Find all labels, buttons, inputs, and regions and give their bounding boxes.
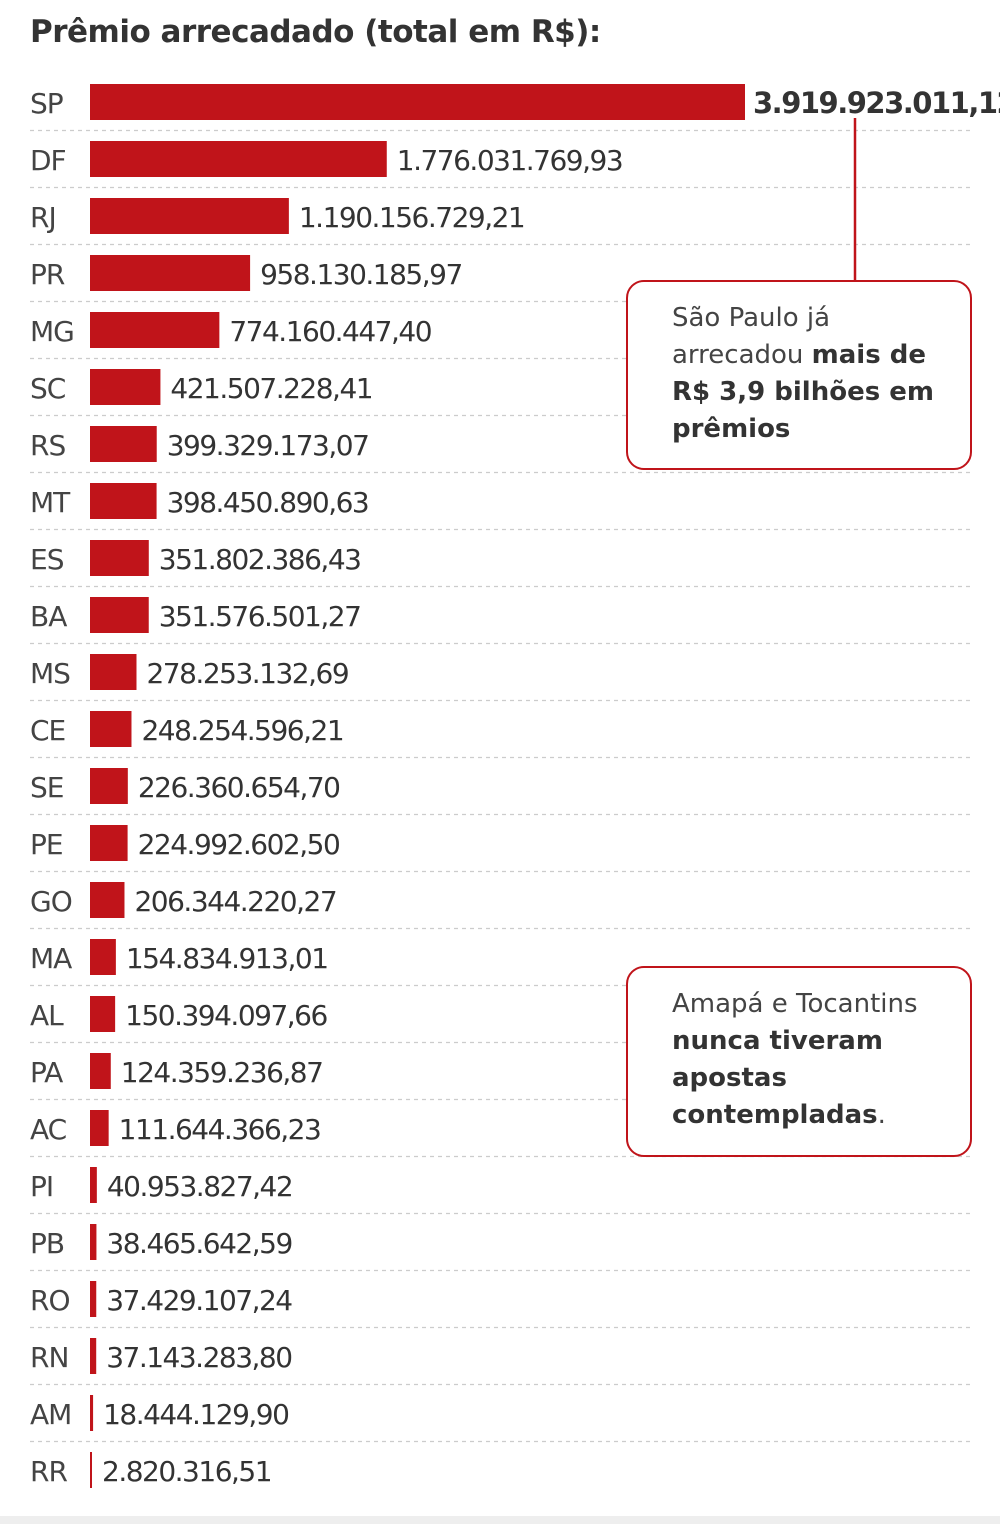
bar	[90, 768, 128, 804]
category-label: SP	[30, 87, 63, 120]
category-label: AL	[30, 999, 64, 1032]
value-label: 206.344.220,27	[134, 885, 336, 918]
chart-title: Prêmio arrecadado (total em R$):	[30, 14, 601, 50]
bar	[90, 198, 289, 234]
value-label: 278.253.132,69	[146, 657, 348, 690]
bar	[90, 597, 149, 633]
bar	[90, 255, 251, 291]
category-label: PI	[30, 1170, 53, 1203]
bar	[90, 1338, 97, 1374]
bar	[90, 141, 387, 177]
category-label: MS	[30, 657, 70, 690]
annotation-text-bold: nunca tiveram apostas contempladas	[672, 1026, 883, 1130]
value-label: 38.465.642,59	[106, 1227, 291, 1260]
category-label: PE	[30, 828, 63, 861]
value-label: 1.776.031.769,93	[397, 144, 622, 177]
category-label: BA	[30, 600, 67, 633]
bar	[90, 825, 128, 861]
bar	[90, 882, 125, 918]
category-label: RJ	[30, 201, 56, 234]
category-label: MG	[30, 315, 74, 348]
bar	[90, 654, 137, 690]
annotation-sao-paulo: São Paulo já arrecadou mais de R$ 3,9 bi…	[626, 280, 972, 470]
category-label: PA	[30, 1056, 63, 1089]
value-label: 1.190.156.729,21	[299, 201, 524, 234]
category-label: GO	[30, 885, 72, 918]
value-label: 40.953.827,42	[107, 1170, 292, 1203]
annotation-text: São Paulo já arrecadou	[672, 303, 831, 370]
value-label: 399.329.173,07	[167, 429, 369, 462]
category-label: AC	[30, 1113, 67, 1146]
category-label: RO	[30, 1284, 70, 1317]
value-label: 226.360.654,70	[138, 771, 340, 804]
category-label: MA	[30, 942, 72, 975]
category-label: MT	[30, 486, 71, 519]
bar	[90, 1281, 97, 1317]
value-label: 351.802.386,43	[159, 543, 361, 576]
bar	[90, 1452, 92, 1488]
value-label: 3.919.923.011,12	[753, 86, 1000, 120]
bar	[90, 426, 157, 462]
annotation-text: Amapá e Tocantins	[672, 989, 918, 1019]
category-label: SC	[30, 372, 66, 405]
value-label: 224.992.602,50	[138, 828, 340, 861]
value-label: 774.160.447,40	[229, 315, 431, 348]
category-label: PB	[30, 1227, 64, 1260]
value-label: 150.394.097,66	[125, 999, 327, 1032]
category-label: SE	[30, 771, 63, 804]
bar	[90, 996, 116, 1032]
bar	[90, 1395, 94, 1431]
bar	[90, 540, 149, 576]
category-label: RR	[30, 1455, 67, 1488]
annotation-text: .	[877, 1100, 886, 1130]
value-label: 351.576.501,27	[159, 600, 361, 633]
category-label: RN	[30, 1341, 68, 1374]
annotation-amapa-tocantins: Amapá e Tocantins nunca tiveram apostas …	[626, 966, 972, 1157]
annotation-text-bold: mais de R$ 3,9 bilhões em prêmios	[672, 340, 934, 444]
value-label: 154.834.913,01	[126, 942, 328, 975]
bar	[90, 84, 745, 120]
category-label: AM	[30, 1398, 71, 1431]
bar	[90, 711, 132, 747]
bar	[90, 939, 116, 975]
category-label: CE	[30, 714, 65, 747]
bar	[90, 483, 157, 519]
value-label: 398.450.890,63	[167, 486, 369, 519]
bar	[90, 1224, 97, 1260]
value-label: 2.820.316,51	[102, 1455, 271, 1488]
value-label: 37.143.283,80	[106, 1341, 291, 1374]
value-label: 421.507.228,41	[170, 372, 372, 405]
value-label: 37.429.107,24	[106, 1284, 292, 1317]
bar	[90, 1167, 97, 1203]
value-label: 111.644.366,23	[119, 1113, 321, 1146]
value-label: 18.444.129,90	[103, 1398, 288, 1431]
category-label: RS	[30, 429, 65, 462]
value-label: 958.130.185,97	[260, 258, 462, 291]
bar	[90, 369, 161, 405]
bar	[90, 1110, 109, 1146]
category-label: DF	[30, 144, 66, 177]
value-label: 124.359.236,87	[121, 1056, 323, 1089]
bar	[90, 312, 220, 348]
bar	[90, 1053, 111, 1089]
category-label: PR	[30, 258, 65, 291]
category-label: ES	[30, 543, 64, 576]
value-label: 248.254.596,21	[141, 714, 343, 747]
footer-strip	[0, 1516, 1000, 1524]
